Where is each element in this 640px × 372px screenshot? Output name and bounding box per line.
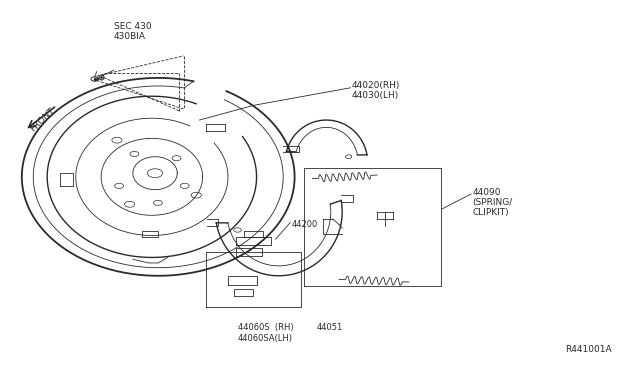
Text: R441001A: R441001A: [565, 345, 612, 354]
Text: 44020(RH)
44030(LH): 44020(RH) 44030(LH): [352, 81, 400, 100]
Text: SEC 430
430BIA: SEC 430 430BIA: [114, 22, 152, 41]
Text: 44051: 44051: [317, 323, 343, 333]
Text: 44200: 44200: [291, 220, 317, 229]
Text: 44060S  (RH)
44060SA(LH): 44060S (RH) 44060SA(LH): [237, 323, 293, 343]
Text: FRONT: FRONT: [28, 106, 56, 134]
Text: 44090
(SPRING/
CLIPKIT): 44090 (SPRING/ CLIPKIT): [472, 187, 513, 217]
